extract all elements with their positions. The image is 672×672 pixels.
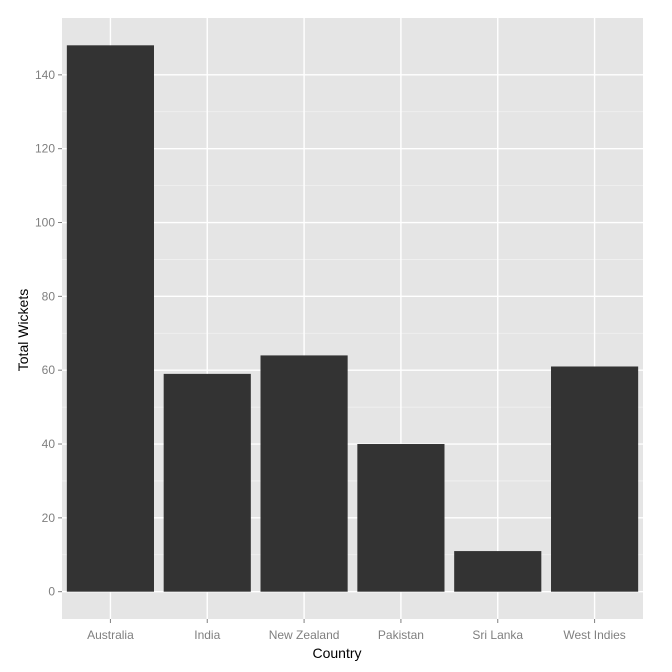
bar (66, 45, 154, 592)
y-tick-label: 100 (35, 216, 55, 230)
x-tick-label: India (194, 628, 220, 642)
bar (357, 444, 445, 592)
bar (260, 355, 348, 592)
bar (163, 373, 251, 592)
y-tick-label: 20 (42, 511, 56, 525)
x-tick-label: West Indies (563, 628, 625, 642)
plot-panel (62, 18, 643, 619)
y-tick-label: 60 (42, 363, 56, 377)
y-axis: 0 20 40 60 80 100 120 140 (35, 68, 62, 599)
bars (66, 45, 639, 592)
bar (551, 366, 639, 592)
y-tick-label: 0 (48, 585, 55, 599)
y-tick-label: 40 (42, 437, 56, 451)
y-axis-title: Total Wickets (15, 289, 31, 371)
x-tick-label: Australia (87, 628, 134, 642)
minor-gridlines (62, 111, 643, 556)
x-axis: Australia India New Zealand Pakistan Sri Lan… (87, 619, 626, 642)
x-tick-label: Sri Lanka (472, 628, 523, 642)
x-axis-title: Country (312, 645, 361, 661)
bar (454, 551, 542, 592)
y-tick-label: 80 (42, 289, 56, 303)
x-tick-label: New Zealand (269, 628, 340, 642)
x-tick-label: Pakistan (378, 628, 424, 642)
y-tick-label: 120 (35, 142, 55, 156)
y-tick-label: 140 (35, 68, 55, 82)
